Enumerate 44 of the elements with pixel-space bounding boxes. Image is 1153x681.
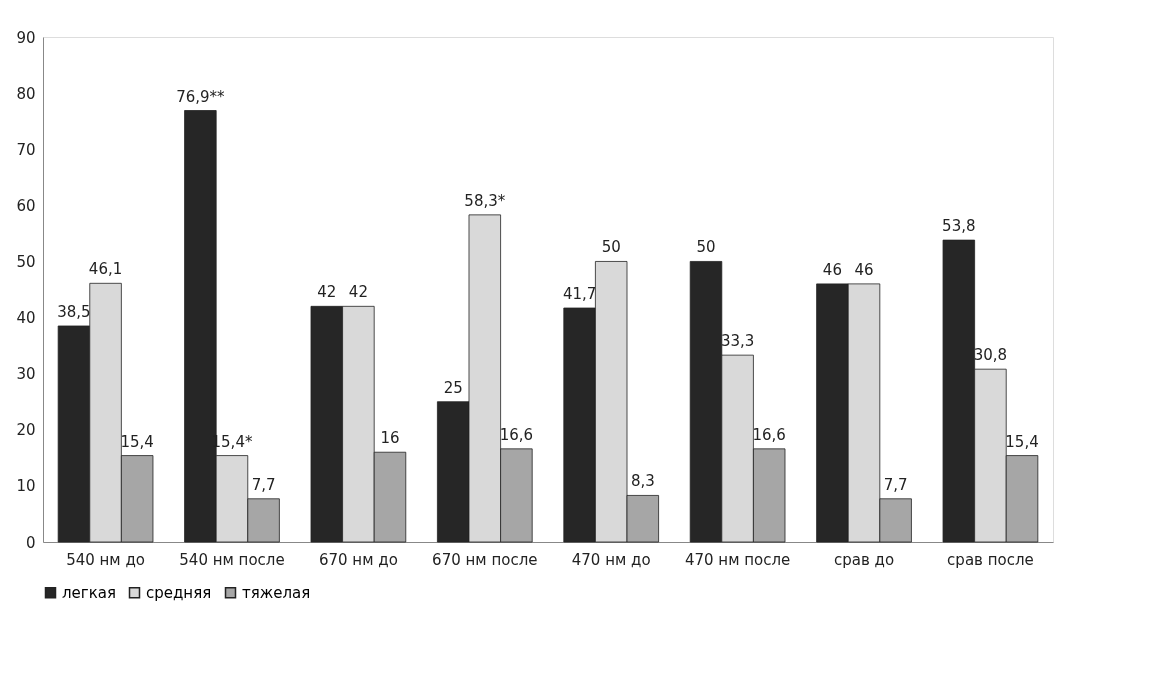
data-label: 25 [443,378,463,397]
data-label: 7,7 [251,475,276,494]
y-tick-label: 50 [16,252,36,271]
data-label: 16,6 [752,425,786,444]
data-label: 46 [822,260,842,279]
legend-label: легкая [62,583,116,602]
x-tick-label: срав до [833,550,895,569]
data-label: 46,1 [88,260,123,279]
x-tick-label: срав после [947,550,1034,569]
y-tick-label: 90 [16,28,36,47]
data-label: 42 [348,283,368,302]
data-label: 42 [317,283,337,302]
data-label: 8,3 [630,472,655,491]
data-label: 53,8 [942,217,976,236]
x-tick-label: 540 нм до [66,550,145,569]
y-tick-label: 60 [16,196,36,215]
x-tick-label: 470 нм до [571,550,651,569]
y-tick-label: 0 [25,533,36,552]
y-tick-label: 80 [16,84,36,103]
data-label: 58,3* [464,191,506,210]
data-label: 15,4 [1005,432,1039,451]
legend-label: средняя [146,583,212,602]
data-label: 16 [380,429,400,448]
x-tick-label: 540 нм после [179,550,285,569]
data-label: 50 [601,238,621,257]
data-label: 38,5 [57,302,91,321]
y-tick-label: 40 [16,309,36,328]
data-label: 33,3 [720,332,755,351]
x-tick-label: 670 нм после [432,550,538,569]
y-tick-label: 30 [16,365,36,384]
data-label: 76,9** [176,87,226,106]
x-tick-label: 470 нм после [684,550,791,569]
y-tick-label: 70 [16,140,36,159]
data-label: 41,7 [562,285,597,304]
data-label: 30,8 [973,346,1008,365]
data-label: 15,4 [120,432,154,451]
data-label: 16,6 [499,425,534,444]
data-label: 46 [854,260,874,279]
data-label: 50 [696,238,716,257]
legend-label: тяжелая [242,583,311,602]
y-tick-label: 20 [16,421,36,440]
y-tick-label: 10 [16,477,36,496]
data-label: 7,7 [883,475,908,494]
x-tick-label: 670 нм до [318,550,398,569]
